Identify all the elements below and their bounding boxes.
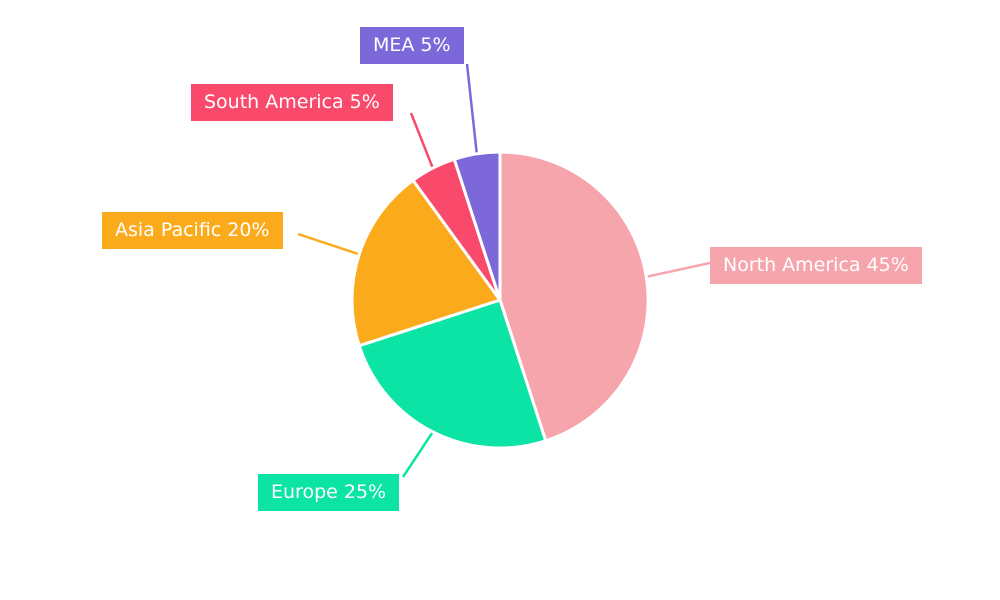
pie-label-asia-pacific: Asia Pacific 20% <box>102 212 283 249</box>
leader-line-south-america <box>409 112 434 169</box>
pie-slice-north-america <box>498 150 650 443</box>
pie-slice-europe <box>357 298 548 450</box>
leader-line-north-america <box>645 261 711 279</box>
pie-slice-mea <box>452 150 502 302</box>
pie-label-south-america: South America 5% <box>191 84 393 121</box>
leader-line-asia-pacific <box>297 232 360 256</box>
leader-line-europe <box>401 431 434 478</box>
pie-label-mea: MEA 5% <box>360 27 464 64</box>
pie-label-north-america: North America 45% <box>710 247 922 284</box>
pie-label-europe: Europe 25% <box>258 474 400 511</box>
pie-slice-asia-pacific <box>350 178 502 348</box>
leader-line-mea <box>465 63 479 154</box>
